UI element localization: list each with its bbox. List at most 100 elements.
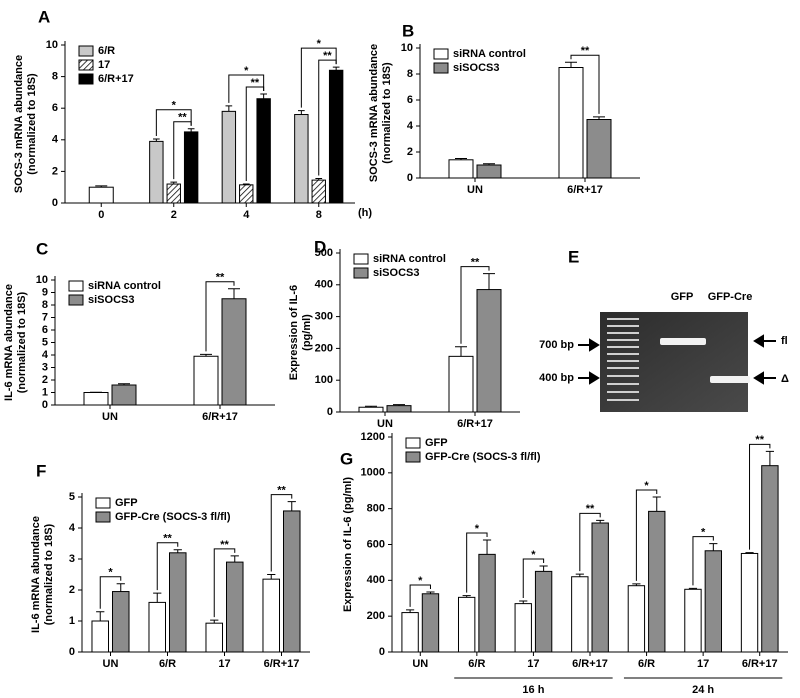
legend-swatch <box>78 45 94 57</box>
panel-label: C <box>36 239 48 258</box>
bar <box>457 596 476 653</box>
axis-line <box>391 433 788 653</box>
y-tick-label: 200 <box>315 342 333 354</box>
bar <box>88 186 114 204</box>
error-bar <box>596 519 605 523</box>
significance-bracket <box>635 489 658 581</box>
x-tick-label: UN <box>102 411 118 423</box>
significance-label: * <box>244 65 249 77</box>
significance-bracket <box>460 266 490 344</box>
x-tick-label: 17 <box>697 658 709 670</box>
gel-image <box>578 312 776 412</box>
y-axis-label: Expression of IL-6 (pg/ml) <box>342 477 354 612</box>
significance-bracket <box>270 494 293 572</box>
x-tick-label: 17 <box>527 658 539 670</box>
y-tick-label: 0 <box>52 197 58 209</box>
bar <box>627 585 646 653</box>
significance-bracket <box>99 576 122 609</box>
legend-swatch <box>68 280 84 292</box>
bar <box>401 612 419 653</box>
error-bar <box>225 105 233 112</box>
x-tick-label: 6/R+17 <box>202 411 238 423</box>
x-tick-label: 8 <box>316 209 322 221</box>
x-tick-label: 2 <box>171 209 177 221</box>
bar <box>448 159 474 179</box>
bar <box>256 98 271 204</box>
legend-swatch <box>433 48 449 60</box>
legend-swatch <box>433 62 449 74</box>
y-axis-label: (normalized to 18S) <box>43 523 55 625</box>
bar <box>221 298 247 406</box>
significance-label: ** <box>220 539 229 551</box>
bar <box>112 591 130 653</box>
bar <box>586 119 612 179</box>
y-axis-label: SOCS-3 mRNA abundance <box>13 55 25 193</box>
error-bar <box>298 110 305 115</box>
significance-bracket <box>570 54 600 114</box>
marker-label: 400 bp <box>539 372 574 384</box>
legend-label: 6/R <box>98 45 115 57</box>
bar <box>91 620 110 653</box>
error-bar <box>200 353 212 357</box>
y-tick-label: 0 <box>42 399 48 411</box>
x-tick-label: 4 <box>243 209 250 221</box>
error-bar <box>483 163 495 165</box>
bar <box>294 114 309 204</box>
error-bar <box>455 346 467 357</box>
significance-label: * <box>418 575 423 587</box>
y-tick-label: 9 <box>42 286 48 298</box>
significance-label: * <box>701 527 706 539</box>
bar <box>311 179 326 204</box>
y-tick-label: 4 <box>52 134 59 146</box>
error-bar <box>267 574 276 580</box>
bar <box>591 522 609 653</box>
bar <box>534 570 553 653</box>
gel-arrows <box>578 334 776 385</box>
panel-label: D <box>314 237 326 256</box>
bar <box>169 552 187 653</box>
y-axis-label: SOCS-3 mRNA abundance <box>368 44 380 182</box>
legend-swatch <box>95 511 111 523</box>
y-tick-label: 8 <box>42 299 48 311</box>
error-bar <box>575 573 584 577</box>
y-tick-label: 1200 <box>361 431 385 443</box>
bar <box>226 561 244 653</box>
y-axis-label: IL-6 mRNA abundance <box>3 284 15 401</box>
band-label: Δ <box>781 373 789 385</box>
y-tick-label: 800 <box>367 503 385 515</box>
error-bar <box>210 619 219 624</box>
error-bar <box>153 138 160 142</box>
lane-label: GFP-Cre <box>708 291 753 303</box>
y-tick-label: 1 <box>69 615 75 627</box>
y-tick-label: 4 <box>42 349 49 361</box>
legend-label: GFP <box>115 497 138 509</box>
x-tick-label: UN <box>377 418 393 430</box>
legend-label: GFP-Cre (SOCS-3 fl/fl) <box>115 511 231 523</box>
x-tick-label: UN <box>103 658 119 670</box>
y-axis-label: IL-6 mRNA abundance <box>30 516 42 633</box>
bar <box>358 406 384 413</box>
error-bar <box>482 539 492 555</box>
error-bar <box>170 181 178 185</box>
bar <box>239 184 254 204</box>
y-tick-label: 2 <box>69 584 75 596</box>
legend-swatch <box>405 451 421 463</box>
significance-bracket <box>156 542 179 591</box>
gel-band <box>710 376 750 383</box>
lane-label: GFP <box>671 291 694 303</box>
y-tick-label: 0 <box>407 172 413 184</box>
legend-swatch <box>68 294 84 306</box>
bar <box>193 355 219 406</box>
significance-bracket <box>409 584 431 607</box>
x-tick-label: 6/R <box>638 658 655 670</box>
error-bar <box>242 183 250 185</box>
significance-bracket <box>300 47 337 108</box>
significance-label: * <box>475 523 480 535</box>
bar <box>221 110 237 204</box>
error-bar <box>745 552 754 554</box>
y-tick-label: 100 <box>315 374 333 386</box>
error-bar <box>96 611 105 621</box>
significance-label: * <box>108 567 113 579</box>
error-bar <box>426 591 435 594</box>
y-tick-label: 2 <box>52 165 58 177</box>
